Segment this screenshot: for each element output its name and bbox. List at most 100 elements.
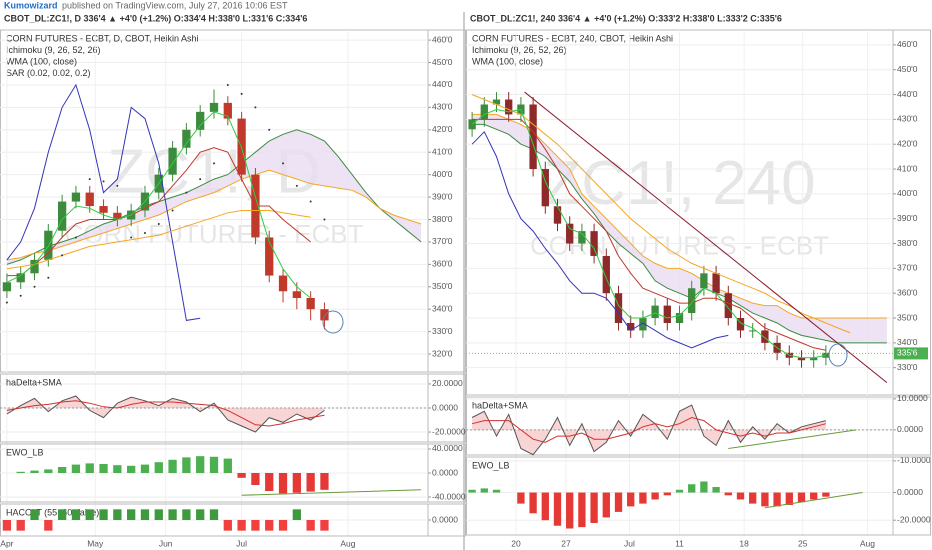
y-tick-label: 360'0 xyxy=(897,287,918,297)
x-tick-label: 20 xyxy=(511,538,521,548)
histogram-bar xyxy=(30,470,39,473)
y-tick-label: 370'0 xyxy=(432,236,453,246)
y-tick-label: 0.0000 xyxy=(897,424,923,434)
study-legend: CORN FUTURES - ECBT, 240, CBOT, Heikin A… xyxy=(472,33,673,43)
histogram-bar xyxy=(113,509,122,520)
sar-dot xyxy=(88,178,91,181)
indicator-line xyxy=(471,94,851,334)
candle-body xyxy=(85,192,94,207)
indicator-line xyxy=(471,130,729,349)
author[interactable]: Kumowizard xyxy=(4,0,58,10)
histogram-bar xyxy=(320,520,329,531)
histogram-bar xyxy=(140,509,150,520)
histogram-bar xyxy=(168,459,177,473)
y-tick-label: 10.0000 xyxy=(897,393,928,403)
sar-dot xyxy=(61,254,64,257)
candle-body xyxy=(736,318,745,331)
y-tick-label: 360'0 xyxy=(432,259,453,269)
histogram-bar xyxy=(700,481,708,493)
candle-body xyxy=(292,291,301,298)
last-price-label: 335'6 xyxy=(897,348,918,358)
candle-body xyxy=(688,288,696,314)
histogram-bar xyxy=(810,492,818,500)
study-legend: haDelta+SMA xyxy=(6,377,62,387)
sar-dot xyxy=(116,184,119,187)
histogram-bar xyxy=(168,509,177,520)
histogram-bar xyxy=(182,457,191,473)
histogram-bar xyxy=(237,473,246,478)
panel-frame xyxy=(466,396,931,456)
sar-dot xyxy=(19,294,22,297)
y-tick-label: 340'0 xyxy=(432,303,453,313)
histogram-bar xyxy=(675,489,684,493)
candle-body xyxy=(663,305,671,323)
delta-line xyxy=(471,416,827,443)
candle-body xyxy=(196,111,205,130)
candle-body xyxy=(265,237,274,276)
sar-dot xyxy=(74,236,77,239)
candle-body xyxy=(602,255,610,294)
sar-dot xyxy=(199,178,202,181)
histogram-bar xyxy=(251,473,260,486)
candle-body xyxy=(700,273,708,289)
y-tick-label: 380'0 xyxy=(432,214,453,224)
histogram-bar xyxy=(761,492,769,507)
study-legend: CORN FUTURES - ECBT, D, CBOT, Heikin Ash… xyxy=(6,33,199,43)
highlight-circle xyxy=(828,343,848,367)
candle-body xyxy=(113,212,122,220)
histogram-bar xyxy=(468,489,476,493)
indicator-line xyxy=(6,83,201,321)
histogram-bar xyxy=(736,492,745,500)
candle-body xyxy=(278,275,288,292)
histogram-bar xyxy=(113,465,122,473)
histogram-bar xyxy=(639,492,647,504)
histogram-bar xyxy=(517,492,525,504)
histogram-bar xyxy=(44,520,53,531)
y-tick-label: 370'0 xyxy=(897,263,918,273)
candle-body xyxy=(57,201,67,231)
y-tick-label: 410'0 xyxy=(897,163,918,173)
study-legend: EWO_LB xyxy=(472,460,510,470)
histogram-bar xyxy=(154,509,163,520)
candle-body xyxy=(30,259,39,274)
y-tick-label: 350'0 xyxy=(432,281,453,291)
histogram-bar xyxy=(85,463,94,473)
study-legend: Ichimoku (9, 26, 52, 26) xyxy=(6,45,101,55)
candle-body xyxy=(529,104,537,170)
candle-body xyxy=(2,282,12,292)
candle-body xyxy=(320,309,329,321)
x-tick-label: Jul xyxy=(236,538,247,548)
histogram-bar xyxy=(688,484,696,493)
y-tick-label: 0.0000 xyxy=(432,402,458,412)
y-tick-label: -10.0000 xyxy=(897,455,931,465)
histogram-bar xyxy=(822,492,830,497)
candle-body xyxy=(168,147,177,175)
trend-line xyxy=(728,429,857,449)
study-legend: haDelta+SMA xyxy=(472,400,528,410)
y-tick-label: 420'0 xyxy=(897,138,918,148)
candle-body xyxy=(797,357,806,361)
candle-body xyxy=(712,273,720,294)
candle-body xyxy=(761,330,769,343)
study-legend: HACOLT (55, 60, false) xyxy=(6,507,99,517)
histogram-bar xyxy=(30,509,39,520)
y-tick-label: 330'0 xyxy=(432,326,453,336)
histogram-bar xyxy=(223,458,232,473)
histogram-bar xyxy=(278,473,288,494)
sar-dot xyxy=(33,285,36,288)
histogram-bar xyxy=(578,492,586,528)
sar-dot xyxy=(268,128,271,131)
x-tick-label: Aug xyxy=(860,538,875,548)
histogram-bar xyxy=(712,487,720,493)
candle-body xyxy=(614,293,623,323)
y-tick-label: -20.0000 xyxy=(432,426,466,436)
histogram-bar xyxy=(663,492,671,496)
trend-line xyxy=(524,91,888,383)
histogram-bar xyxy=(209,456,219,473)
sar-dot xyxy=(240,92,243,95)
indicator-line xyxy=(471,108,827,359)
candle-body xyxy=(749,330,757,332)
histogram-bar xyxy=(44,469,53,473)
candle-body xyxy=(651,305,659,319)
x-tick-label: May xyxy=(87,538,104,548)
